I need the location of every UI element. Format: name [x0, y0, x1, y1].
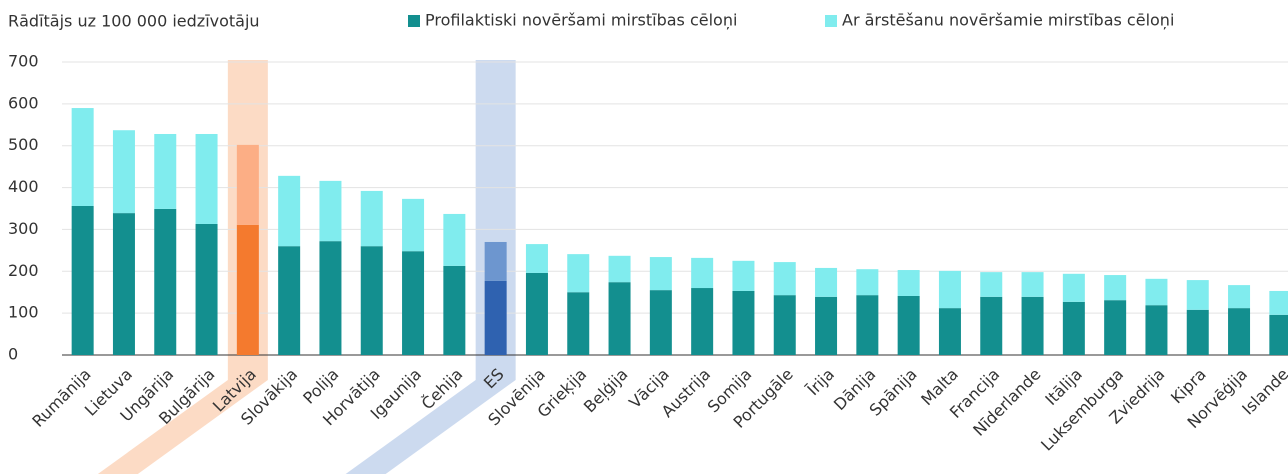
bar-segment [1145, 278, 1168, 306]
x-tick-label: Īrija [803, 365, 838, 400]
bar-segment [71, 108, 94, 206]
bar-segment [236, 144, 259, 225]
legend-label: Profilaktiski novēršami mirstības cēloņi [425, 11, 737, 30]
bar-segment [71, 205, 94, 355]
bar-segment [1186, 309, 1209, 355]
bar-segment [567, 254, 590, 293]
highlight-band [97, 60, 268, 474]
bar-segment [112, 213, 135, 355]
bar-segment [1021, 296, 1044, 355]
bar-segment [856, 269, 879, 296]
x-tick-label: Beļģija [580, 365, 632, 417]
bar-segment [484, 241, 507, 281]
bar-segment [773, 295, 796, 355]
bar-segment [773, 262, 796, 296]
bar-segment [980, 296, 1003, 355]
y-axis-label: Rādītājs uz 100 000 iedzīvotāju [8, 12, 260, 31]
bar-segment [691, 257, 714, 289]
bar-segment [897, 295, 920, 355]
bar-segment [1145, 305, 1168, 355]
bar-segment [443, 213, 466, 266]
y-tick-label: 400 [8, 177, 39, 196]
bar-segment [525, 244, 548, 273]
bar-segment [897, 270, 920, 296]
bar-segment [856, 295, 879, 355]
y-tick-label: 200 [8, 261, 39, 280]
bar-segment [402, 251, 425, 355]
bar-segment [154, 133, 177, 209]
bar-segment [443, 265, 466, 355]
legend-swatch [408, 15, 420, 27]
bar-segment [1228, 308, 1251, 355]
y-tick-label: 0 [8, 345, 18, 364]
bar-segment [938, 308, 961, 355]
bar-segment [1062, 273, 1085, 302]
bar-segment [815, 296, 838, 355]
bar-segment [360, 190, 383, 247]
bar-segment [938, 270, 961, 309]
bar-segment [319, 180, 342, 242]
bar-segment [1186, 280, 1209, 310]
bar-segment [278, 246, 301, 355]
bar-segment [1062, 301, 1085, 355]
y-tick-label: 100 [8, 303, 39, 322]
bar-segment [567, 292, 590, 355]
bar-segment [1269, 314, 1288, 355]
x-tick-label: Rumānija [28, 365, 94, 431]
bar-segment [236, 224, 259, 355]
legend-swatch [825, 15, 837, 27]
bar-segment [525, 272, 548, 355]
bar-segment [1104, 300, 1127, 355]
bar-segment [112, 130, 135, 214]
y-tick-label: 300 [8, 219, 39, 238]
bar-segment [402, 198, 425, 252]
bar-segment [732, 290, 755, 355]
bar-segment [732, 260, 755, 291]
bar-segment [980, 272, 1003, 297]
y-tick-label: 500 [8, 135, 39, 154]
highlight-bands [97, 60, 516, 474]
bar-segment [1104, 275, 1127, 301]
highlight-band [345, 60, 516, 474]
bar-segment [484, 280, 507, 355]
bar-segment [608, 282, 631, 355]
bar-segment [195, 223, 218, 355]
bar-segment [278, 175, 301, 247]
legend-label: Ar ārstēšanu novēršamie mirstības cēloņi [842, 11, 1174, 30]
bar-segment [1228, 285, 1251, 309]
bar-segment [608, 255, 631, 283]
bar-segment [691, 288, 714, 355]
bar-segment [649, 290, 672, 355]
y-tick-label: 600 [8, 93, 39, 112]
bar-segment [815, 267, 838, 297]
bar-segment [1021, 272, 1044, 297]
bar-segment [195, 133, 218, 224]
x-tick-label: Islande [1238, 365, 1288, 419]
y-tick-label: 700 [8, 52, 39, 71]
bar-segment [319, 241, 342, 355]
bar-segment [360, 246, 383, 355]
bar-segment [154, 208, 177, 355]
bar-segment [1269, 290, 1288, 315]
bar-segment [649, 257, 672, 291]
